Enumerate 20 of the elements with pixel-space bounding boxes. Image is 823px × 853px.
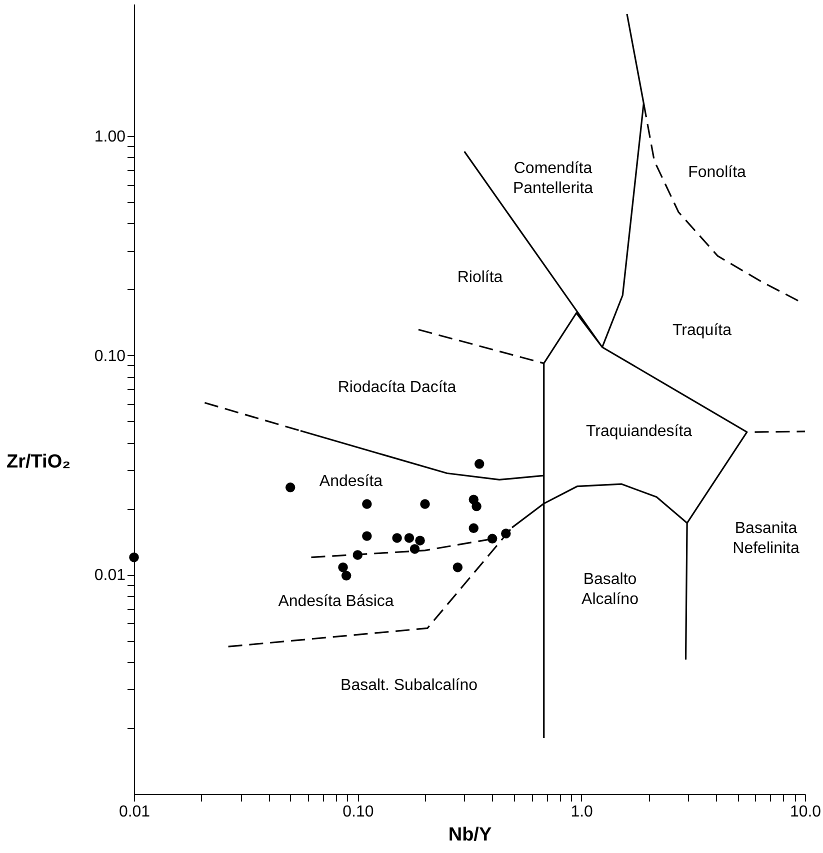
annotation: Traquíta xyxy=(672,322,732,339)
annotation: Comendíta Pantellerita xyxy=(512,160,594,197)
annotation: Traquiandesíta xyxy=(586,423,692,440)
x-tick-label: 0.01 xyxy=(118,804,150,820)
y-tick-label: 1.00 xyxy=(94,128,126,146)
annotation: Basalt. Subalcalíno xyxy=(340,677,478,694)
x-tick-label: 10.0 xyxy=(790,804,822,820)
x-tick-label: 0.10 xyxy=(342,804,374,820)
annotation: Basalto Alcalíno xyxy=(582,571,639,608)
annotation: Andesíta Básica xyxy=(278,593,394,610)
y-axis-title: Zr/TiO₂ xyxy=(6,452,71,472)
annotation: Andesíta xyxy=(319,473,383,490)
annotation: Fonolíta xyxy=(688,164,746,181)
y-tick-label: 0.10 xyxy=(94,348,126,365)
x-tick-label: 1.0 xyxy=(570,804,594,820)
annotation: Riolíta xyxy=(457,269,503,286)
annotation: Basanita Nefelinita xyxy=(732,520,800,557)
annotation: Riodacíta Dacíta xyxy=(338,379,456,396)
x-axis-title: Nb/Y xyxy=(448,824,492,846)
y-tick-label: 0.01 xyxy=(94,567,126,584)
